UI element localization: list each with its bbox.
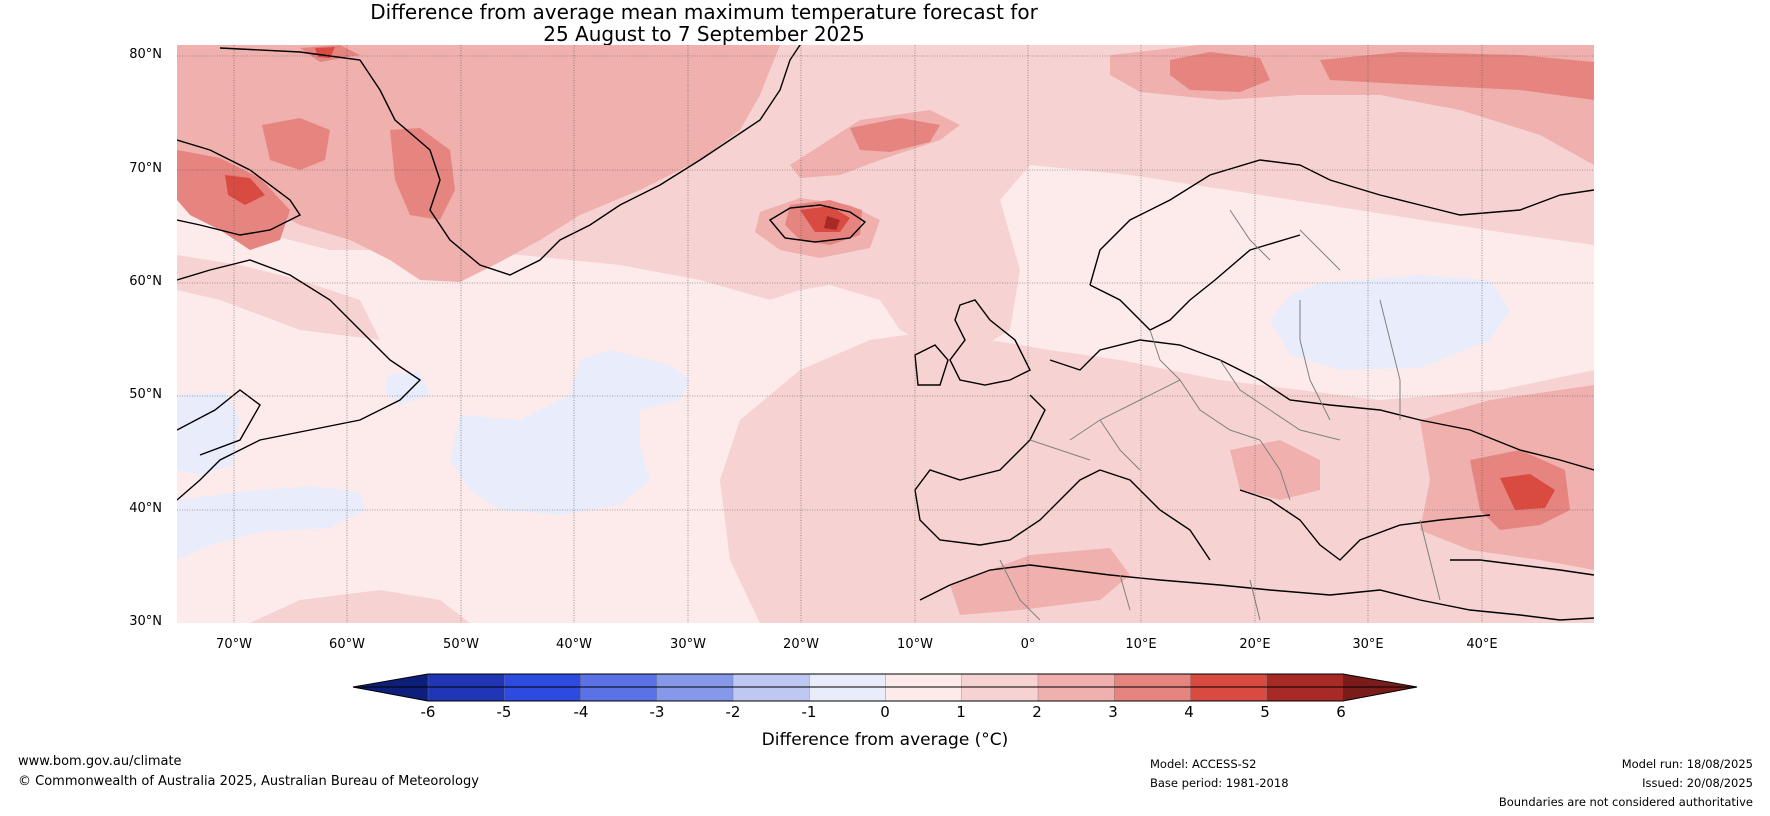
country-borders bbox=[999, 209, 1441, 621]
lon-label-10e: 10°E bbox=[1125, 637, 1157, 652]
lat-label-80n: 80°N bbox=[129, 47, 162, 62]
colorbar-tick: -4 bbox=[573, 703, 589, 721]
lon-label-40e: 40°E bbox=[1466, 637, 1498, 652]
footer-disclaimer: Boundaries are not considered authoritat… bbox=[1498, 795, 1753, 809]
colorbar-tick: 3 bbox=[1108, 703, 1118, 721]
lon-label-70w: 70°W bbox=[216, 637, 252, 652]
lon-label-10w: 10°W bbox=[897, 637, 933, 652]
footer-copyright: © Commonwealth of Australia 2025, Austra… bbox=[18, 774, 479, 789]
footer-base-period: Base period: 1981-2018 bbox=[1150, 776, 1289, 790]
colorbar-tick: 4 bbox=[1184, 703, 1194, 721]
colorbar-tick: 2 bbox=[1032, 703, 1042, 721]
colorbar-outline bbox=[352, 673, 1418, 702]
map-gridlines bbox=[177, 45, 1594, 623]
lon-label-30e: 30°E bbox=[1352, 637, 1384, 652]
colorbar-tick: -6 bbox=[420, 703, 436, 721]
lon-label-50w: 50°W bbox=[443, 637, 479, 652]
anomaly-band-5-6 bbox=[824, 216, 840, 230]
footer-website: www.bom.gov.au/climate bbox=[18, 754, 182, 769]
colorbar-tick: 6 bbox=[1336, 703, 1346, 721]
footer-model-run: Model run: 18/08/2025 bbox=[1621, 757, 1753, 771]
lat-label-30n: 30°N bbox=[129, 614, 162, 629]
lon-label-20e: 20°E bbox=[1239, 637, 1271, 652]
colorbar-tick: -1 bbox=[801, 703, 817, 721]
map-title-line-1: Difference from average mean maximum tem… bbox=[370, 0, 1038, 24]
footer-issued: Issued: 20/08/2025 bbox=[1642, 776, 1753, 790]
lon-label-0: 0° bbox=[1020, 637, 1036, 652]
lon-label-30w: 30°W bbox=[670, 637, 706, 652]
footer-model: Model: ACCESS-S2 bbox=[1150, 757, 1257, 771]
colorbar-label: Difference from average (°C) bbox=[761, 730, 1009, 750]
map-title-line-2: 25 August to 7 September 2025 bbox=[543, 22, 865, 46]
colorbar-tick: 1 bbox=[956, 703, 966, 721]
lon-label-40w: 40°W bbox=[556, 637, 592, 652]
lat-label-60n: 60°N bbox=[129, 274, 162, 289]
anomaly-band-neg1-0 bbox=[177, 275, 1510, 560]
lon-label-60w: 60°W bbox=[329, 637, 365, 652]
colorbar-tick: 0 bbox=[880, 703, 890, 721]
colorbar-tick: 5 bbox=[1260, 703, 1270, 721]
coastlines bbox=[177, 45, 1594, 621]
colorbar-tick: -5 bbox=[496, 703, 512, 721]
colorbar-tick: -3 bbox=[649, 703, 665, 721]
lon-label-20w: 20°W bbox=[783, 637, 819, 652]
lat-label-40n: 40°N bbox=[129, 501, 162, 516]
lat-label-70n: 70°N bbox=[129, 161, 162, 176]
map-plot-area bbox=[177, 45, 1594, 623]
colorbar-tick: -2 bbox=[725, 703, 741, 721]
lat-label-50n: 50°N bbox=[129, 387, 162, 402]
